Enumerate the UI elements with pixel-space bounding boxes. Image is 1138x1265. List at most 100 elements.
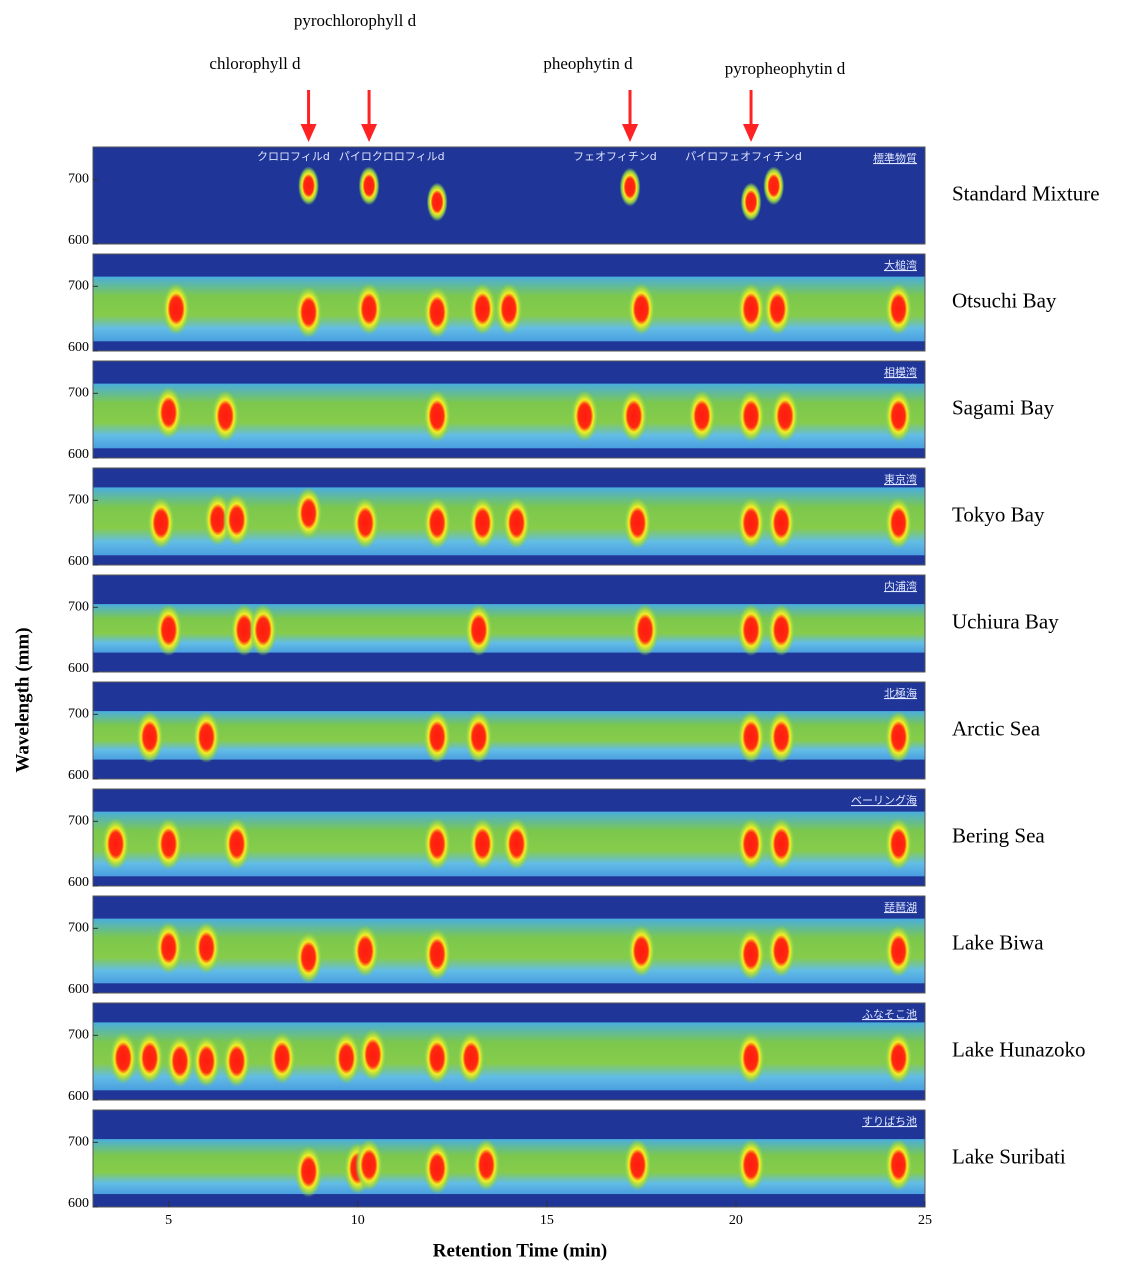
peak	[737, 282, 766, 335]
sample-name: Tokyo Bay	[952, 502, 1045, 526]
panel: ふなそこ池 600 700	[68, 1002, 926, 1104]
peak	[135, 710, 164, 763]
peak	[737, 603, 766, 656]
peak	[154, 603, 183, 656]
peak	[884, 496, 913, 549]
y-tick-label: 600	[68, 233, 89, 248]
peak	[631, 603, 660, 656]
peak	[457, 1031, 486, 1084]
y-tick-label: 600	[68, 661, 89, 676]
peak	[619, 167, 641, 207]
peak	[355, 282, 384, 335]
peak-label: パイロフェオフィチンd	[685, 150, 802, 163]
peak	[294, 487, 323, 540]
panel-content	[93, 487, 925, 556]
panel-content	[93, 276, 925, 342]
peak	[570, 389, 599, 442]
y-tick-label: 700	[68, 814, 89, 829]
peak	[884, 924, 913, 977]
panel-frame	[92, 146, 926, 245]
panel-sample-label: 北極海	[884, 686, 917, 700]
peak	[165, 1035, 194, 1088]
panel-sample-label: 標準物質	[873, 151, 917, 165]
panel-content	[93, 603, 925, 656]
x-tick-label: 5	[165, 1213, 172, 1228]
y-tick-label: 600	[68, 447, 89, 462]
peak	[351, 496, 380, 549]
y-tick-label: 600	[68, 768, 89, 783]
y-axis-label: Wavelength (mm)	[12, 627, 33, 772]
peak	[426, 182, 448, 222]
panel-content	[298, 166, 785, 222]
peak	[109, 1031, 138, 1084]
peak	[468, 817, 497, 870]
panel-frame	[92, 895, 926, 994]
peak	[737, 496, 766, 549]
compound-label: pyropheophytin d	[725, 59, 846, 78]
peak	[294, 1145, 323, 1198]
signal-band	[93, 1139, 925, 1195]
peak	[468, 496, 497, 549]
peak	[502, 496, 531, 549]
peak	[737, 389, 766, 442]
peak	[737, 1138, 766, 1191]
panel-sample-label: すりばち池	[862, 1115, 917, 1128]
peak	[623, 1138, 652, 1191]
sample-name: Otsuchi Bay	[952, 288, 1057, 312]
peak	[737, 1031, 766, 1084]
panel-frame	[92, 360, 926, 459]
peak	[737, 817, 766, 870]
peak-label: クロロフィルd	[257, 150, 330, 163]
peak	[423, 286, 452, 339]
peak	[135, 1031, 164, 1084]
sample-name: Lake Biwa	[952, 930, 1044, 954]
peak	[192, 921, 221, 974]
y-tick-label: 600	[68, 554, 89, 569]
peak	[884, 817, 913, 870]
panel-content	[93, 1138, 925, 1198]
panel-sample-label: 琵琶湖	[884, 901, 917, 914]
panel-content	[93, 918, 925, 984]
peak	[423, 389, 452, 442]
peak	[154, 817, 183, 870]
panel: ベーリング海 600 700	[68, 788, 926, 890]
y-tick-label: 700	[68, 493, 89, 508]
peak	[268, 1031, 297, 1084]
arrow-head	[743, 124, 760, 142]
x-tick-label: 25	[918, 1213, 932, 1228]
peak	[884, 710, 913, 763]
peak	[771, 389, 800, 442]
peak	[332, 1031, 361, 1084]
compound-label: pyrochlorophyll d	[294, 11, 417, 30]
x-tick-label: 20	[729, 1213, 743, 1228]
peak	[687, 389, 716, 442]
sample-name: Lake Suribati	[952, 1144, 1066, 1168]
peak	[101, 817, 130, 870]
peak	[884, 282, 913, 335]
y-tick-label: 700	[68, 600, 89, 615]
y-tick-label: 600	[68, 1196, 89, 1211]
panel-frame	[92, 1002, 926, 1101]
y-tick-label: 600	[68, 982, 89, 997]
y-tick-label: 600	[68, 340, 89, 355]
sample-name: Bering Sea	[952, 823, 1045, 847]
panel-sample-label: 大槌湾	[884, 258, 917, 272]
peak	[740, 182, 762, 222]
y-tick-label: 700	[68, 707, 89, 722]
peak	[502, 817, 531, 870]
y-tick-label: 700	[68, 1028, 89, 1043]
arrow-head	[622, 124, 639, 142]
peak-label: フェオフィチンd	[573, 150, 657, 163]
peak	[162, 282, 191, 335]
panel-frame	[92, 253, 926, 352]
peak	[147, 496, 176, 549]
peak	[222, 1035, 251, 1088]
peak	[468, 282, 497, 335]
arrow-head	[300, 124, 317, 142]
x-axis-label: Retention Time (min)	[433, 1240, 608, 1261]
peak	[222, 817, 251, 870]
y-tick-label: 600	[68, 1089, 89, 1104]
compound-label: pheophytin d	[543, 54, 633, 73]
panel-content	[93, 710, 925, 763]
